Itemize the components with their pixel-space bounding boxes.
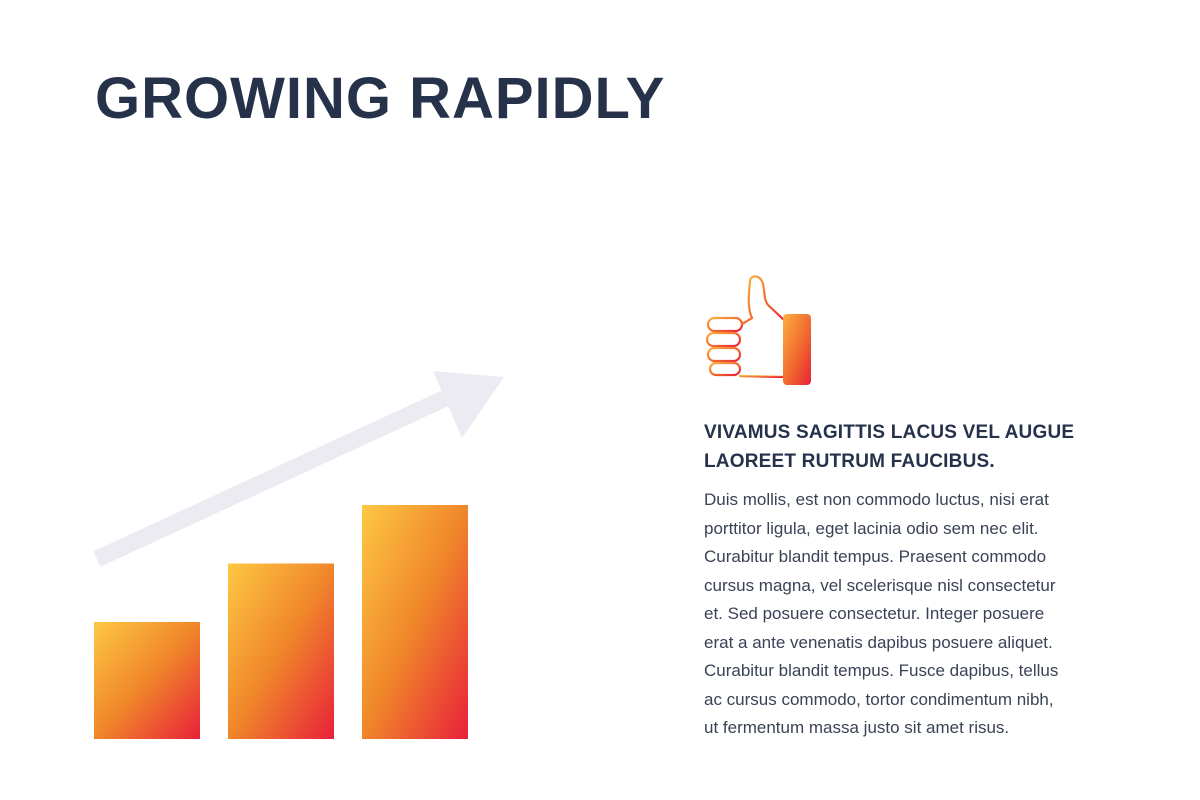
heading-line: LAOREET RUTRUM FAUCIBUS. [704, 451, 995, 472]
growth-arrow-icon [93, 371, 504, 567]
body-line: Curabitur blandit tempus. Praesent commo… [704, 547, 1047, 566]
body-line: Curabitur blandit tempus. Fusce dapibus,… [704, 661, 1059, 680]
body-line: porttitor ligula, eget lacinia odio sem … [704, 518, 1039, 538]
body-line: Duis mollis, est non commodo luctus, nis… [704, 490, 1049, 509]
body-paragraph: Duis mollis, est non commodo luctus, nis… [704, 486, 1124, 743]
heading-line: VIVAMUS SAGITTIS LACUS VEL AUGUE [704, 422, 1075, 443]
thumbs-up-icon [705, 275, 811, 385]
growth-bar [94, 622, 200, 739]
body-line: ut fermentum massa justo sit amet risus. [704, 718, 1010, 737]
body-line: et. Sed posuere consectetur. Integer pos… [704, 604, 1045, 623]
growth-bar [228, 563, 334, 739]
body-line: cursus magna, vel scelerisque nisl conse… [704, 575, 1056, 595]
page-title: GROWING RAPIDLY [95, 66, 666, 131]
section-heading: VIVAMUS SAGITTIS LACUS VEL AUGUE LAOREET… [704, 418, 1134, 476]
body-line: ac cursus commodo, tortor condimentum ni… [704, 689, 1054, 709]
growth-bar-graphic [93, 371, 504, 739]
growth-bar [362, 505, 468, 739]
body-line: erat a ante venenatis dapibus posuere al… [704, 632, 1053, 652]
